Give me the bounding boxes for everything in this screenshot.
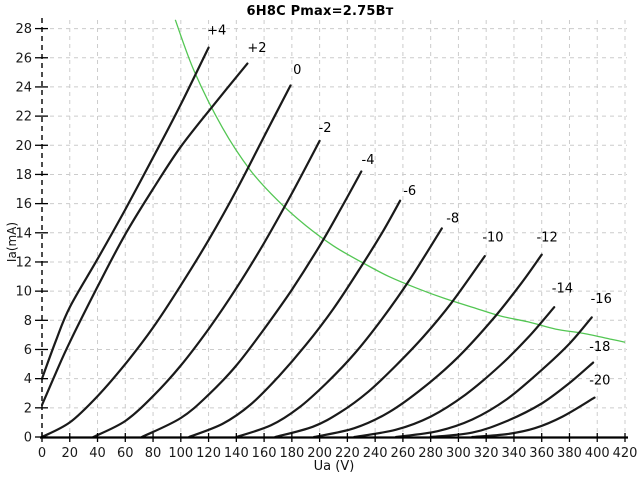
y-tick-label: 8 — [24, 314, 32, 329]
y-tick-label: 22 — [15, 110, 32, 125]
curve-vg-4 — [140, 170, 363, 438]
curve-grid-label: -18 — [589, 340, 610, 355]
y-tick-label: 0 — [24, 431, 32, 446]
y-tick-label: 28 — [15, 22, 32, 37]
y-tick-label: 16 — [15, 197, 32, 212]
curve-grid-label: -4 — [362, 153, 375, 168]
x-tick-label: 220 — [335, 446, 360, 461]
curve-grid-label: +4 — [207, 23, 226, 38]
curve-vg-16 — [394, 316, 593, 438]
y-tick-label: 14 — [15, 226, 32, 241]
curve-vg-8 — [235, 227, 443, 438]
curve-vg2 — [41, 62, 249, 406]
y-tick-label: 10 — [15, 285, 32, 300]
x-tick-label: 400 — [585, 446, 610, 461]
curve-vg-12 — [313, 253, 543, 438]
curve-grid-label: -12 — [536, 231, 557, 246]
x-tick-label: 280 — [418, 446, 443, 461]
grid-lines — [42, 20, 627, 437]
x-tick-label: 180 — [279, 446, 304, 461]
y-tick-label: 24 — [15, 80, 32, 95]
curve-grid-label: 0 — [293, 63, 301, 78]
x-tick-label: 60 — [117, 446, 134, 461]
x-tick-label: 120 — [196, 446, 221, 461]
x-tick-label: 160 — [252, 446, 277, 461]
x-tick-label: 360 — [529, 446, 554, 461]
x-tick-label: 40 — [89, 446, 106, 461]
curve-labels: +4 +2 0 -2 -4 -6 -8 -10 -12 -14 -16 -18 -20 — [207, 23, 612, 388]
chart-title: 6Н8С Pmax=2.75Вт — [246, 4, 394, 19]
x-axis-label: Ua (V) — [313, 459, 355, 474]
curve-vg-18 — [429, 361, 595, 438]
curve-vg-20 — [471, 396, 596, 438]
curve-grid-label: +2 — [247, 41, 266, 56]
curve-grid-label: -16 — [591, 292, 612, 307]
x-tick-label: 140 — [224, 446, 249, 461]
y-tick-label: 18 — [15, 168, 32, 183]
grid-voltage-curves — [41, 46, 596, 438]
y-tick-label: 26 — [15, 51, 32, 66]
curve-vg-14 — [353, 306, 556, 438]
x-tick-label: 260 — [390, 446, 415, 461]
curve-grid-label: -14 — [552, 282, 573, 297]
curve-vg-10 — [274, 255, 486, 438]
x-tick-marks — [41, 433, 626, 442]
x-tick-labels: 0 20 40 60 80 100 120 140 160 180 200 220 240 260 280 3… — [38, 446, 638, 461]
curve-grid-label: -20 — [589, 373, 610, 388]
x-tick-label: 320 — [474, 446, 499, 461]
curve-vg-2 — [92, 139, 321, 438]
y-tick-marks — [35, 27, 48, 438]
y-tick-label: 12 — [15, 255, 32, 270]
x-tick-label: 420 — [613, 446, 638, 461]
curve-grid-label: -2 — [319, 121, 332, 136]
y-tick-label: 2 — [24, 401, 32, 416]
curve-grid-label: -8 — [446, 212, 459, 227]
x-tick-label: 100 — [168, 446, 193, 461]
x-tick-label: 380 — [557, 446, 582, 461]
curve-vg-6 — [188, 199, 402, 438]
y-tick-label: 4 — [24, 372, 32, 387]
x-tick-label: 200 — [307, 446, 332, 461]
x-tick-label: 300 — [446, 446, 471, 461]
curve-grid-label: -6 — [403, 184, 416, 199]
x-tick-label: 0 — [38, 446, 46, 461]
y-tick-label: 6 — [24, 343, 32, 358]
x-tick-label: 80 — [145, 446, 162, 461]
y-tick-label: 20 — [15, 139, 32, 154]
x-tick-label: 240 — [363, 446, 388, 461]
curve-vg4 — [41, 46, 210, 380]
x-tick-label: 340 — [502, 446, 527, 461]
x-tick-label: 20 — [61, 446, 78, 461]
curve-vg0 — [41, 84, 292, 438]
curve-grid-label: -10 — [482, 231, 503, 246]
